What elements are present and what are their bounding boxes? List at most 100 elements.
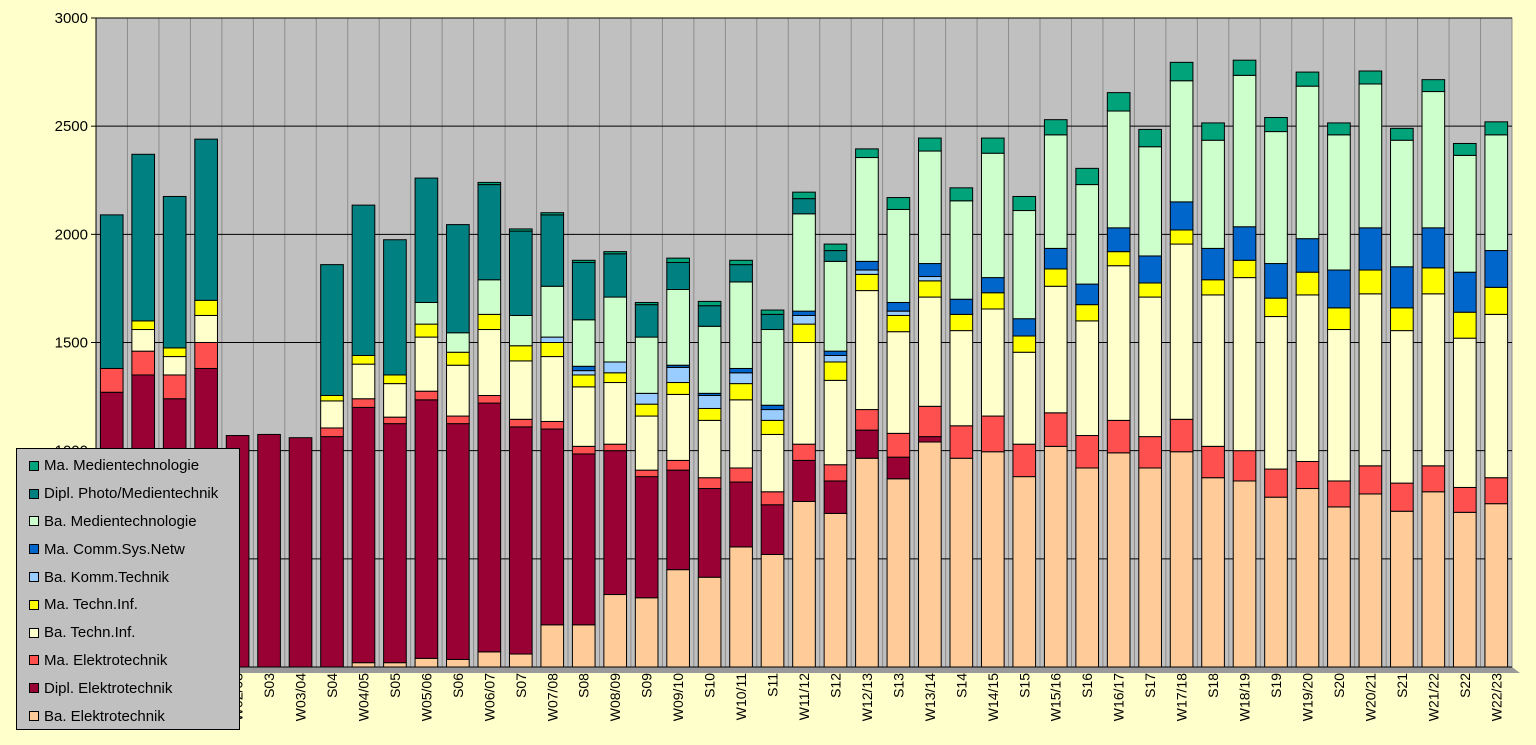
bar-segment — [351, 662, 376, 668]
bar-segment — [666, 469, 690, 571]
bar-segment — [886, 310, 911, 316]
bar-segment — [886, 478, 911, 668]
bar-segment — [918, 263, 942, 278]
bar-segment — [634, 301, 659, 306]
bar-segment — [1169, 451, 1194, 668]
bar-segment — [1043, 134, 1068, 249]
bar-segment — [1295, 294, 1320, 462]
legend-swatch — [29, 599, 39, 610]
x-tick-label: S18 — [1205, 673, 1221, 698]
bar-segment — [886, 301, 911, 312]
bar-segment — [383, 416, 407, 425]
x-tick-label: S21 — [1394, 673, 1410, 698]
bar-segment — [918, 436, 942, 443]
bar-segment — [918, 296, 942, 407]
bar-segment — [257, 433, 281, 668]
bar-segment — [414, 177, 439, 303]
legend-item: Ba. Komm.Technik — [29, 563, 239, 591]
bar-segment — [949, 313, 974, 332]
bar-segment — [760, 313, 785, 331]
bar-segment — [540, 420, 565, 430]
bar-segment — [697, 576, 722, 668]
legend-swatch — [29, 683, 39, 694]
bar-segment — [603, 594, 628, 668]
bar-segment — [697, 395, 722, 409]
bar-segment — [351, 406, 376, 664]
x-tick-label: S06 — [450, 673, 466, 698]
bar-segment — [792, 198, 816, 215]
bar-segment — [980, 152, 1005, 279]
bar-segment — [571, 624, 596, 668]
bar-segment — [729, 264, 753, 283]
bar-segment — [1169, 201, 1194, 231]
bar-segment — [603, 361, 628, 374]
bar-segment — [949, 330, 974, 427]
bar-segment — [823, 512, 848, 668]
bar-segment — [1484, 286, 1509, 315]
bar-segment — [634, 476, 659, 599]
bar-segment — [1232, 226, 1257, 261]
bar-segment — [760, 504, 785, 556]
bar-segment — [634, 392, 659, 405]
bar-segment — [508, 230, 533, 316]
bar-segment — [666, 393, 690, 461]
bar-segment — [1264, 468, 1288, 498]
bar-segment — [1484, 121, 1509, 136]
bar-segment — [949, 425, 974, 459]
bar-segment — [792, 342, 816, 445]
bar-segment — [194, 299, 218, 316]
bar-segment — [634, 304, 659, 338]
bar-segment — [1295, 238, 1320, 273]
bar-segment — [918, 137, 942, 152]
bar-segment — [540, 428, 565, 626]
bar-segment — [666, 257, 690, 263]
bar-segment — [603, 450, 628, 596]
bar-segment — [1138, 282, 1162, 298]
x-tick-label: S20 — [1331, 673, 1347, 698]
bar-segment — [1201, 279, 1225, 296]
bar-segment — [1484, 503, 1509, 668]
legend-label: Ma. Techn.Inf. — [44, 596, 138, 614]
bar-segment — [1169, 243, 1194, 420]
bar-segment — [980, 277, 1005, 294]
bar-segment — [1138, 128, 1162, 148]
bar-segment — [823, 350, 848, 356]
bar-segment — [1421, 491, 1446, 668]
bar-segment — [1358, 269, 1383, 295]
bar-segment — [508, 228, 533, 232]
x-tick-label: W12/13 — [859, 673, 875, 721]
legend-label: Ma. Elektrotechnik — [44, 651, 168, 669]
bar-segment — [383, 662, 407, 668]
x-tick-label: W07/08 — [544, 673, 560, 721]
bar-segment — [729, 481, 753, 548]
bar-segment — [1043, 285, 1068, 414]
bar-segment — [1075, 467, 1100, 668]
plot-floor — [96, 667, 1520, 673]
bar-segment — [320, 395, 344, 402]
bar-segment — [634, 469, 659, 478]
bar-segment — [351, 363, 376, 400]
bar-segment — [194, 138, 218, 301]
bar-segment — [1421, 465, 1446, 493]
bar-segment — [414, 657, 439, 668]
bar-segment — [1484, 250, 1509, 288]
bar-segment — [666, 382, 690, 395]
bar-segment — [792, 213, 816, 312]
bar-segment — [1106, 251, 1131, 267]
x-tick-label: S14 — [953, 673, 969, 698]
bar-segment — [446, 351, 470, 366]
x-tick-label: S17 — [1142, 673, 1158, 698]
bar-segment — [1012, 335, 1037, 353]
bar-segment — [446, 658, 470, 668]
legend-label: Ba. Komm.Technik — [44, 568, 170, 586]
bar-segment — [729, 383, 753, 401]
bar-segment — [1232, 450, 1257, 482]
bar-segment — [1327, 307, 1351, 331]
bar-segment — [697, 488, 722, 578]
bar-segment — [508, 418, 533, 428]
bar-segment — [1106, 227, 1131, 253]
legend-item: Ba. Medientechnologie — [29, 508, 239, 536]
bar-segment — [351, 398, 376, 408]
bar-segment — [1138, 467, 1162, 668]
bar-segment — [855, 429, 879, 459]
